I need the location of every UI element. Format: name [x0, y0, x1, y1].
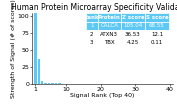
Bar	[58, 83, 61, 84]
Title: Human Protein Microarray Specificity Validation: Human Protein Microarray Specificity Val…	[11, 3, 177, 12]
Bar	[55, 83, 57, 84]
Bar	[48, 83, 50, 84]
Bar	[62, 83, 64, 84]
Y-axis label: Strength of Signal (# of scores): Strength of Signal (# of scores)	[11, 0, 16, 98]
Bar	[34, 13, 36, 84]
Bar	[38, 59, 40, 84]
Bar	[44, 83, 47, 84]
Bar	[51, 83, 54, 84]
Bar	[41, 81, 43, 84]
X-axis label: Signal Rank (Top 40): Signal Rank (Top 40)	[70, 93, 135, 98]
